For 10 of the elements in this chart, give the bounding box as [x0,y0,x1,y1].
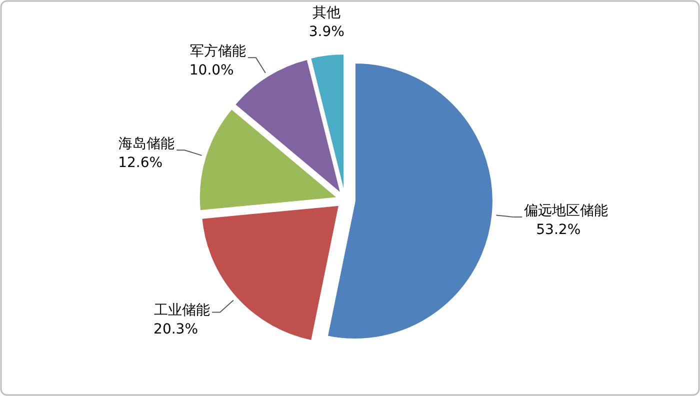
data-label: 10.0% [189,62,234,79]
slice-label: 海岛储能 [118,136,175,152]
data-label: 20.3% [154,321,198,338]
data-label: 12.6% [118,155,163,172]
data-label: 3.9% [308,24,344,40]
data-label: 53.2% [536,222,581,238]
slice-label: 偏远地区储能 [524,203,608,220]
slice-label: 其他 [312,5,341,22]
slice-label: 军方储能 [190,44,246,60]
slice-label: 工业储能 [154,302,210,318]
